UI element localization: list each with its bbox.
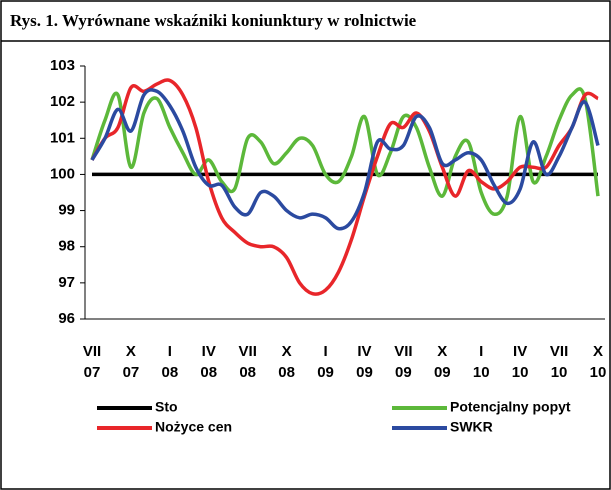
x-tick-line: 08 — [278, 364, 295, 381]
series-line — [90, 88, 600, 231]
x-tick-line: 09 — [434, 364, 451, 381]
x-tick-line: X — [593, 343, 603, 360]
x-tick-line: 10 — [512, 364, 529, 381]
x-tick-label: I 10 — [473, 343, 490, 381]
x-tick-label: IV 09 — [356, 343, 373, 381]
x-tick-line: 09 — [356, 364, 373, 381]
x-tick-line: 10 — [590, 364, 607, 381]
x-tick-line: X — [282, 343, 292, 360]
x-tick-label: I 08 — [162, 343, 179, 381]
legend-label: Nożyce cen — [155, 419, 232, 435]
x-tick-line: VII — [239, 343, 257, 360]
x-tick-label: VII 08 — [239, 343, 257, 381]
x-tick-line: 07 — [84, 364, 101, 381]
x-tick-line: 09 — [395, 364, 412, 381]
y-tick-label: 101 — [50, 129, 75, 146]
x-tick-label: I 09 — [317, 343, 334, 381]
x-tick-label: IV 10 — [512, 343, 529, 381]
chart-title: Rys. 1. Wyrównane wskaźniki koniunktury … — [10, 11, 417, 30]
x-tick-label: X 10 — [590, 343, 607, 381]
x-tick-label: VII 10 — [550, 343, 568, 381]
x-tick-label: VII 07 — [83, 343, 101, 381]
legend-label: Sto — [155, 399, 178, 415]
x-tick-line: 08 — [162, 364, 179, 381]
x-tick-line: IV — [357, 343, 371, 360]
series-line — [90, 87, 600, 216]
x-tick-line: I — [168, 343, 172, 360]
x-tick-label: X 09 — [434, 343, 451, 381]
x-tick-line: IV — [513, 343, 527, 360]
x-tick-line: I — [323, 343, 327, 360]
series-line — [90, 78, 599, 296]
y-tick-label: 96 — [58, 310, 75, 327]
x-tick-label: VII 09 — [394, 343, 412, 381]
legend-label: SWKR — [450, 419, 493, 435]
x-tick-line: I — [479, 343, 483, 360]
x-tick-label: X 08 — [278, 343, 295, 381]
legend-label: Potencjalny popyt — [450, 399, 571, 415]
x-tick-line: VII — [550, 343, 568, 360]
y-tick-label: 100 — [50, 165, 75, 182]
x-tick-label: IV 08 — [200, 343, 217, 381]
x-tick-line: X — [126, 343, 136, 360]
y-tick-label: 98 — [58, 238, 75, 255]
x-tick-line: 09 — [317, 364, 334, 381]
x-tick-line: VII — [394, 343, 412, 360]
x-tick-line: VII — [83, 343, 101, 360]
x-tick-label: X 07 — [123, 343, 140, 381]
x-tick-line: 08 — [239, 364, 256, 381]
y-tick-label: 102 — [50, 93, 75, 110]
y-tick-label: 103 — [50, 57, 75, 74]
x-tick-line: 07 — [123, 364, 140, 381]
x-tick-line: X — [437, 343, 447, 360]
x-tick-line: 10 — [473, 364, 490, 381]
y-tick-label: 97 — [58, 274, 75, 291]
x-tick-line: IV — [202, 343, 216, 360]
x-tick-line: 08 — [200, 364, 217, 381]
x-tick-line: 10 — [551, 364, 568, 381]
y-tick-label: 99 — [58, 202, 75, 219]
